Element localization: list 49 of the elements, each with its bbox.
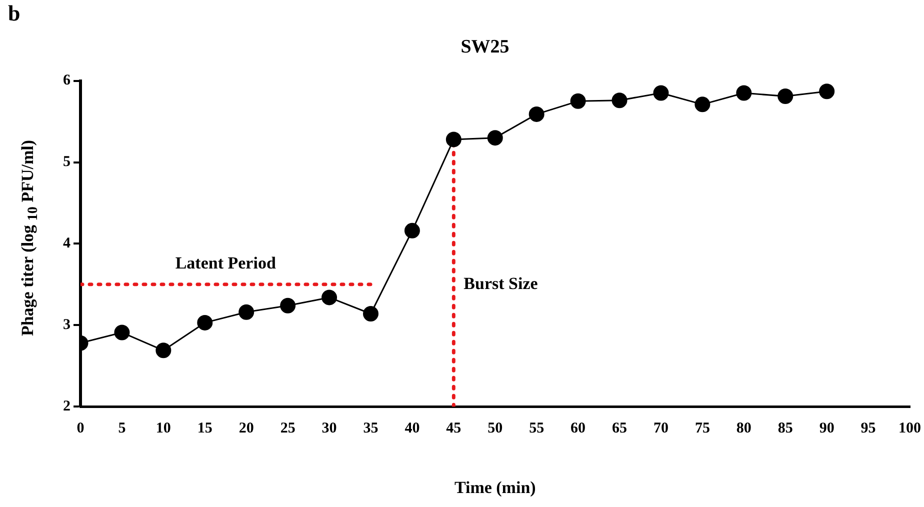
point bbox=[736, 85, 752, 101]
y-tick-label: 3 bbox=[63, 317, 70, 334]
x-tick-label: 70 bbox=[653, 420, 668, 436]
x-tick-label: 50 bbox=[488, 420, 503, 436]
x-tick-label: 95 bbox=[860, 420, 876, 436]
point bbox=[653, 85, 669, 101]
point bbox=[156, 342, 172, 358]
text: b bbox=[8, 0, 20, 26]
y-tick-label: 6 bbox=[63, 72, 71, 89]
x-tick-label: 25 bbox=[280, 420, 296, 436]
annotation: Burst Size bbox=[464, 274, 538, 293]
point bbox=[322, 290, 338, 306]
x-tick-label: 20 bbox=[238, 420, 254, 436]
y-tick-label: 4 bbox=[63, 236, 71, 252]
x-tick-label: 5 bbox=[118, 420, 126, 436]
chart-title: SW25 bbox=[460, 36, 510, 58]
point bbox=[694, 96, 710, 112]
x-tick-label: 40 bbox=[404, 420, 420, 436]
x-tick-label: 75 bbox=[694, 420, 710, 436]
point bbox=[819, 84, 835, 100]
point bbox=[446, 132, 462, 148]
point bbox=[197, 314, 213, 330]
x-tick-label: 100 bbox=[898, 420, 921, 436]
annotation: Latent Period bbox=[175, 253, 276, 272]
y-tick-label: 2 bbox=[63, 398, 70, 414]
x-tick-label: 30 bbox=[322, 420, 337, 436]
x-tick-label: 0 bbox=[76, 420, 84, 436]
x-tick-label: 90 bbox=[819, 420, 834, 436]
point bbox=[570, 93, 586, 109]
point bbox=[612, 92, 628, 108]
x-axis-title: Time (min) bbox=[454, 478, 536, 498]
y-tick-label: 5 bbox=[63, 154, 70, 170]
point bbox=[238, 304, 254, 320]
x-tick-label: 60 bbox=[570, 420, 586, 436]
x-tick-label: 45 bbox=[446, 420, 462, 436]
x-tick-label: 80 bbox=[736, 420, 752, 436]
point bbox=[487, 130, 503, 146]
point bbox=[280, 298, 296, 314]
x-tick-label: 10 bbox=[156, 420, 171, 436]
x-tick-label: 65 bbox=[612, 420, 628, 436]
point bbox=[778, 88, 794, 104]
point bbox=[362, 306, 378, 322]
point bbox=[528, 106, 544, 122]
x-tick-label: 35 bbox=[363, 420, 378, 436]
point bbox=[404, 222, 420, 238]
point bbox=[114, 324, 130, 340]
x-tick-label: 85 bbox=[778, 420, 793, 436]
x-tick-label: 55 bbox=[529, 420, 544, 436]
x-tick-label: 15 bbox=[197, 420, 212, 436]
